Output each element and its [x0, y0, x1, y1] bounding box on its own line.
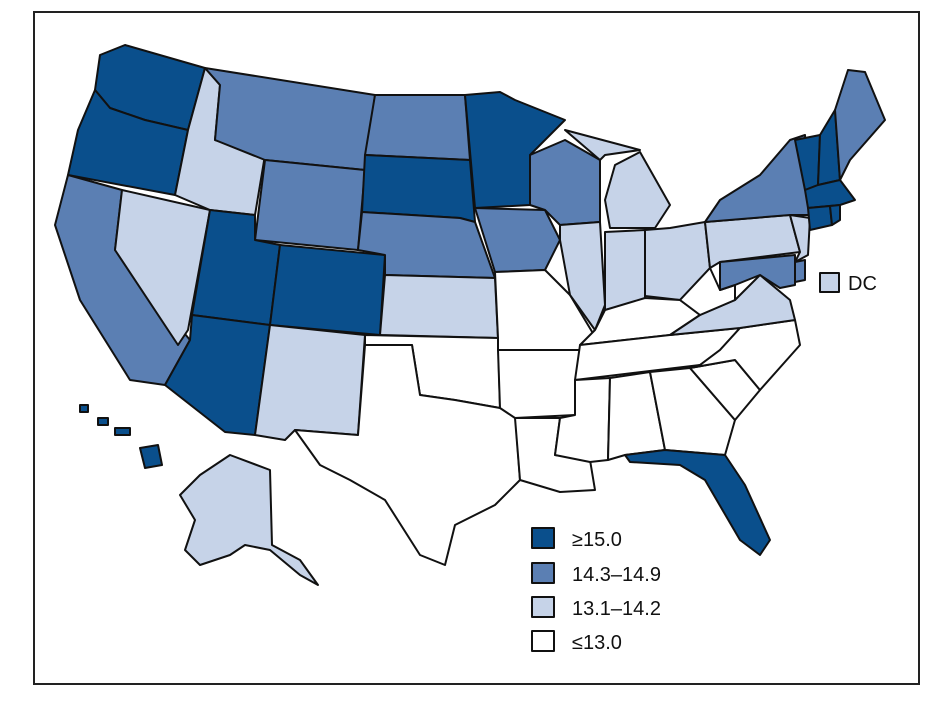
state-iowa[interactable] — [474, 207, 561, 273]
state-north-carolina[interactable] — [689, 319, 801, 391]
dc-label: DC — [848, 273, 877, 295]
state-maryland[interactable] — [719, 254, 796, 291]
state-kansas[interactable] — [379, 274, 499, 339]
state-hawaii[interactable] — [79, 404, 163, 469]
state-arkansas[interactable] — [497, 349, 586, 419]
state-maine[interactable] — [834, 69, 886, 181]
legend-label-le13: ≤13.0 — [572, 632, 622, 654]
state-south-dakota[interactable] — [361, 154, 476, 223]
legend-label-ge15: ≥15.0 — [572, 529, 622, 551]
dc-marker[interactable] — [819, 272, 840, 293]
state-delaware[interactable] — [794, 259, 806, 283]
state-wyoming[interactable] — [254, 159, 366, 251]
legend-swatch-le13 — [531, 630, 555, 652]
state-connecticut[interactable] — [807, 205, 833, 231]
legend-swatch-ge15 — [531, 527, 555, 549]
legend: ≥15.0 14.3–14.9 13.1–14.2 ≤13.0 — [531, 527, 661, 654]
state-north-dakota[interactable] — [364, 94, 471, 161]
state-florida[interactable] — [624, 449, 771, 556]
legend-label-131-142: 13.1–14.2 — [572, 598, 661, 620]
state-georgia[interactable] — [649, 367, 736, 456]
state-new-mexico[interactable] — [254, 324, 366, 441]
state-colorado[interactable] — [269, 244, 386, 336]
state-new-jersey[interactable] — [789, 214, 811, 263]
legend-swatch-131-142 — [531, 596, 555, 618]
legend-swatch-143-149 — [531, 562, 555, 584]
state-michigan[interactable] — [564, 129, 671, 229]
state-alaska[interactable] — [179, 454, 319, 586]
state-nevada[interactable] — [114, 189, 211, 346]
state-rhode-island[interactable] — [829, 204, 841, 226]
state-texas[interactable] — [294, 344, 521, 566]
state-new-york[interactable] — [704, 134, 811, 223]
legend-label-143-149: 14.3–14.9 — [572, 564, 661, 586]
state-indiana[interactable] — [604, 229, 646, 311]
